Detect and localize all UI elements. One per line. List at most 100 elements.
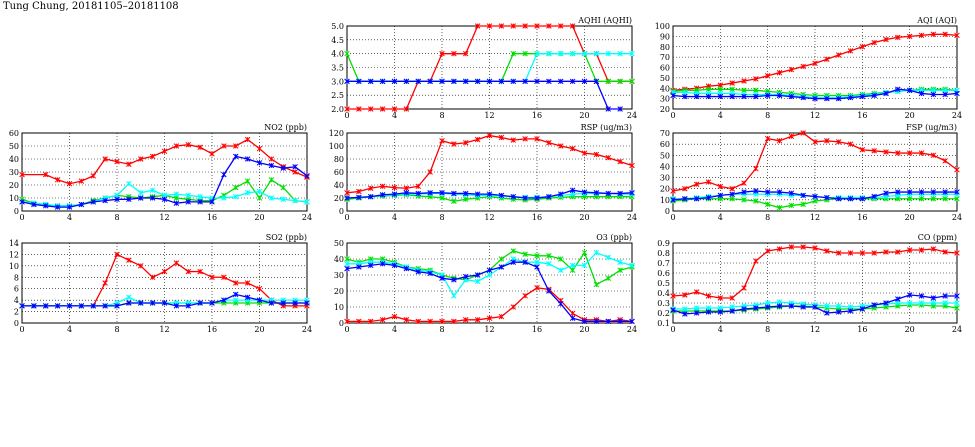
data-point-red — [522, 136, 528, 142]
y-tick-label: 0.3 — [657, 299, 670, 308]
x-tick-label: 0 — [19, 325, 24, 334]
data-point-red — [403, 317, 410, 323]
series-group — [344, 248, 635, 325]
series-line-green — [21, 178, 308, 207]
data-point-blue — [824, 95, 830, 102]
data-point-blue — [522, 195, 528, 201]
data-point-blue — [474, 191, 481, 197]
data-point-red — [451, 50, 457, 57]
x-tick-label: 4 — [392, 213, 397, 222]
data-point-red — [717, 295, 724, 301]
data-point-red — [149, 153, 156, 160]
data-point-blue — [871, 92, 877, 99]
data-point-green — [268, 177, 275, 183]
x-tick-label: 8 — [439, 111, 444, 120]
data-point-blue — [19, 199, 25, 205]
data-point-cyan — [149, 187, 156, 193]
data-point-blue — [859, 306, 866, 312]
chart-title: AQI (AQI) — [916, 16, 957, 25]
data-point-blue — [717, 93, 724, 100]
data-point-red — [812, 139, 818, 145]
data-point-red — [356, 106, 362, 112]
x-tick-label: 16 — [857, 325, 867, 334]
data-point-green — [498, 256, 505, 262]
series-group — [344, 23, 635, 112]
data-point-red — [256, 145, 263, 152]
data-point-red — [741, 285, 747, 291]
data-point-green — [717, 86, 724, 93]
data-point-cyan — [344, 261, 350, 267]
data-point-blue — [486, 267, 493, 273]
data-point-cyan — [534, 259, 540, 265]
data-point-red — [54, 177, 61, 183]
series-line-red — [672, 246, 958, 299]
data-point-red — [557, 23, 564, 29]
data-point-green — [534, 253, 540, 259]
data-point-red — [930, 246, 937, 252]
y-tick-label: 30 — [9, 168, 19, 177]
data-point-green — [510, 50, 517, 57]
data-point-blue — [486, 191, 493, 197]
data-point-blue — [605, 190, 612, 197]
data-point-cyan — [581, 262, 588, 269]
data-point-blue — [729, 191, 735, 198]
data-point-red — [764, 135, 771, 142]
data-point-blue — [800, 192, 806, 199]
y-tick-label: 0.4 — [657, 289, 670, 298]
data-point-blue — [605, 106, 612, 112]
data-point-blue — [522, 259, 528, 265]
data-point-red — [486, 23, 493, 29]
data-point-red — [498, 23, 505, 29]
data-point-blue — [557, 78, 564, 85]
data-point-red — [835, 52, 842, 58]
data-point-red — [906, 150, 913, 156]
data-point-green — [280, 184, 287, 191]
y-tick-label: 10 — [9, 262, 19, 271]
data-point-red — [209, 274, 215, 281]
x-tick-label: 24 — [627, 213, 637, 222]
data-point-red — [427, 169, 433, 175]
data-point-red — [670, 293, 676, 299]
x-tick-label: 4 — [392, 325, 397, 334]
data-point-blue — [835, 195, 842, 202]
x-tick-label: 24 — [952, 213, 962, 222]
data-point-blue — [788, 93, 795, 100]
data-point-blue — [66, 204, 73, 210]
data-point-blue — [741, 93, 747, 100]
data-point-red — [221, 143, 227, 149]
x-tick-label: 12 — [159, 213, 169, 222]
y-tick-label: 120 — [329, 129, 344, 138]
data-point-red — [812, 60, 818, 67]
data-point-green — [800, 201, 806, 208]
y-tick-label: 0.7 — [657, 259, 670, 268]
data-point-blue — [741, 189, 747, 195]
data-point-red — [173, 143, 180, 149]
y-tick-label: 0.5 — [657, 279, 670, 288]
data-point-red — [161, 268, 168, 275]
data-point-blue — [593, 318, 600, 325]
data-point-green — [788, 202, 795, 209]
data-point-cyan — [534, 50, 540, 57]
x-tick-label: 24 — [302, 213, 312, 222]
data-point-red — [859, 43, 866, 50]
x-tick-label: 16 — [207, 213, 217, 222]
y-tick-label: 30 — [334, 271, 344, 280]
data-point-red — [788, 244, 795, 250]
data-point-red — [764, 248, 771, 254]
y-tick-label: 4.0 — [331, 50, 344, 59]
data-point-cyan — [232, 297, 239, 303]
data-point-red — [232, 143, 239, 149]
data-point-red — [776, 246, 783, 252]
plot-frame — [672, 25, 958, 110]
data-point-blue — [918, 90, 925, 97]
y-tick-label: 20 — [334, 194, 344, 203]
chart-o3: 0 4 8 12 16 20 24 0 10 20 30 40 50 O3 (ppb) — [334, 233, 637, 334]
data-point-red — [486, 315, 493, 321]
data-point-cyan — [593, 50, 600, 57]
data-point-blue — [693, 195, 700, 202]
data-point-cyan — [126, 180, 132, 187]
data-point-blue — [954, 293, 960, 299]
data-point-blue — [593, 190, 600, 196]
data-point-red — [356, 188, 362, 195]
data-point-cyan — [557, 50, 564, 57]
